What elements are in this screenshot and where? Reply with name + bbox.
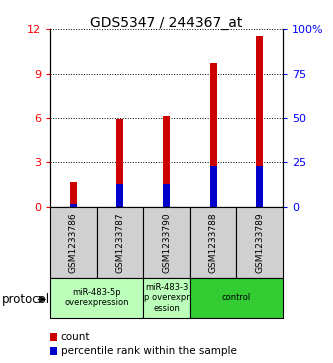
Bar xyxy=(70,182,77,207)
Text: GDS5347 / 244367_at: GDS5347 / 244367_at xyxy=(90,16,243,30)
Bar xyxy=(163,184,170,207)
Bar xyxy=(236,207,283,278)
Bar xyxy=(50,207,97,278)
Text: GSM1233790: GSM1233790 xyxy=(162,212,171,273)
Bar xyxy=(97,207,143,278)
Bar xyxy=(50,347,57,355)
Bar xyxy=(210,166,216,207)
Bar xyxy=(256,36,263,207)
Bar xyxy=(256,166,263,207)
Bar xyxy=(50,278,143,318)
Bar xyxy=(50,333,57,341)
Text: control: control xyxy=(222,293,251,302)
Text: GSM1233788: GSM1233788 xyxy=(208,212,218,273)
Bar xyxy=(143,207,190,278)
Text: percentile rank within the sample: percentile rank within the sample xyxy=(61,346,236,356)
Bar xyxy=(163,117,170,207)
Bar xyxy=(190,278,283,318)
Bar xyxy=(117,184,123,207)
Text: GSM1233789: GSM1233789 xyxy=(255,212,264,273)
Bar xyxy=(190,207,236,278)
Bar xyxy=(117,119,123,207)
Text: miR-483-3
p overexpr
ession: miR-483-3 p overexpr ession xyxy=(144,283,189,313)
Text: miR-483-5p
overexpression: miR-483-5p overexpression xyxy=(64,288,129,307)
Bar xyxy=(143,278,190,318)
Bar xyxy=(70,204,77,207)
Text: protocol: protocol xyxy=(2,293,50,306)
Text: GSM1233786: GSM1233786 xyxy=(69,212,78,273)
Text: GSM1233787: GSM1233787 xyxy=(115,212,125,273)
Bar xyxy=(210,63,216,207)
Text: count: count xyxy=(61,332,90,342)
